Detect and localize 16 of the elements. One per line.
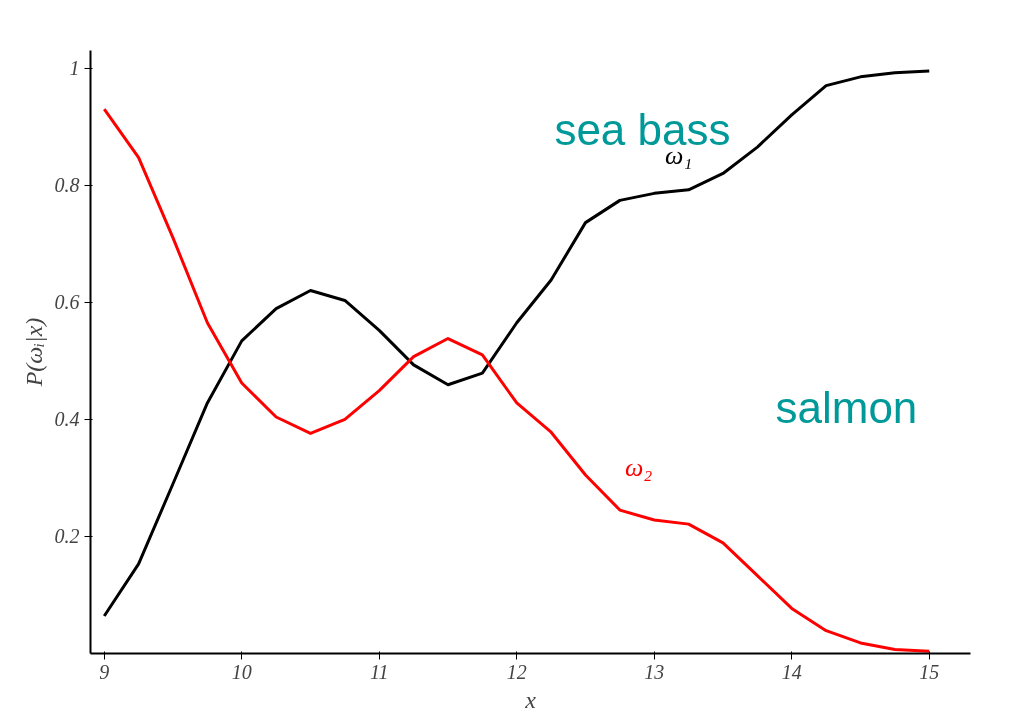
y-tick-label: 0.6 xyxy=(54,291,80,314)
series-label: ω₂ xyxy=(624,453,653,483)
x-tick-label: 12 xyxy=(506,660,527,683)
y-tick-label: 0.2 xyxy=(54,525,80,548)
x-tick-label: 10 xyxy=(231,660,252,683)
x-tick-label: 9 xyxy=(99,660,110,683)
x-tick-label: 15 xyxy=(919,660,940,683)
y-axis-title: P(ωᵢ|x) xyxy=(20,317,47,388)
x-axis-title: x xyxy=(524,686,537,713)
x-tick-label: 14 xyxy=(781,660,802,683)
y-tick-label: 0.4 xyxy=(54,408,80,431)
y-tick-label: 0.8 xyxy=(54,174,80,197)
annotation: salmon xyxy=(775,382,918,432)
y-tick-label: 1 xyxy=(69,57,80,80)
x-tick-label: 11 xyxy=(369,660,389,683)
x-tick-label: 13 xyxy=(644,660,665,683)
